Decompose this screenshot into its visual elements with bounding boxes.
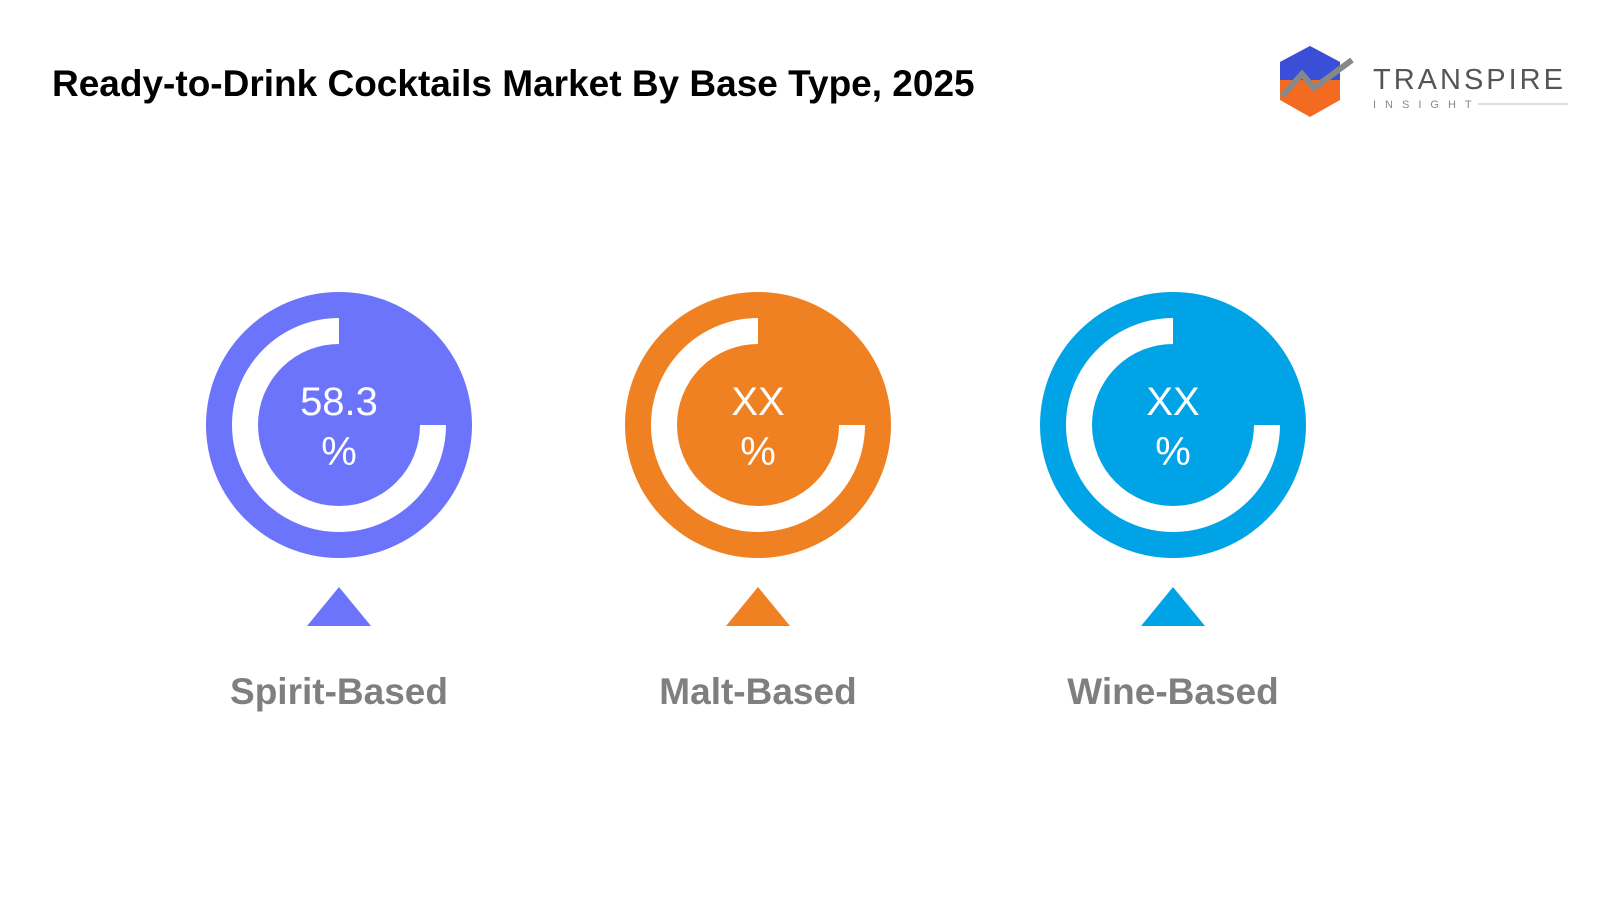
items: 58.3% Spirit-Based XX% Malt-Based XX% Wine-Ba… xyxy=(206,292,1306,712)
unit: % xyxy=(321,430,357,474)
value: XX xyxy=(731,380,784,424)
marker xyxy=(726,587,790,626)
marker xyxy=(1141,587,1205,626)
item-card: XX% Malt-Based xyxy=(625,292,891,712)
label: Malt-Based xyxy=(659,671,856,712)
value: 58.3 xyxy=(300,380,378,424)
logo-hex-top xyxy=(1280,46,1340,80)
logo-tagline: INSIGHT xyxy=(1373,99,1481,111)
logo: TRANSPIRE INSIGHT xyxy=(1279,46,1568,117)
logo-name: TRANSPIRE xyxy=(1373,64,1566,96)
label: Wine-Based xyxy=(1067,671,1278,712)
marker xyxy=(307,587,371,626)
value: XX xyxy=(1146,380,1199,424)
unit: % xyxy=(740,430,776,474)
logo-arrow xyxy=(1279,57,1354,99)
ring-arc xyxy=(651,318,865,532)
label: Spirit-Based xyxy=(230,671,448,712)
item-card: 58.3% Spirit-Based xyxy=(206,292,472,712)
item-card: XX% Wine-Based xyxy=(1040,292,1306,712)
unit: % xyxy=(1155,430,1191,474)
ring-arc xyxy=(1066,318,1280,532)
title: Ready-to-Drink Cocktails Market By Base … xyxy=(52,63,975,104)
ring-arc xyxy=(232,318,446,532)
